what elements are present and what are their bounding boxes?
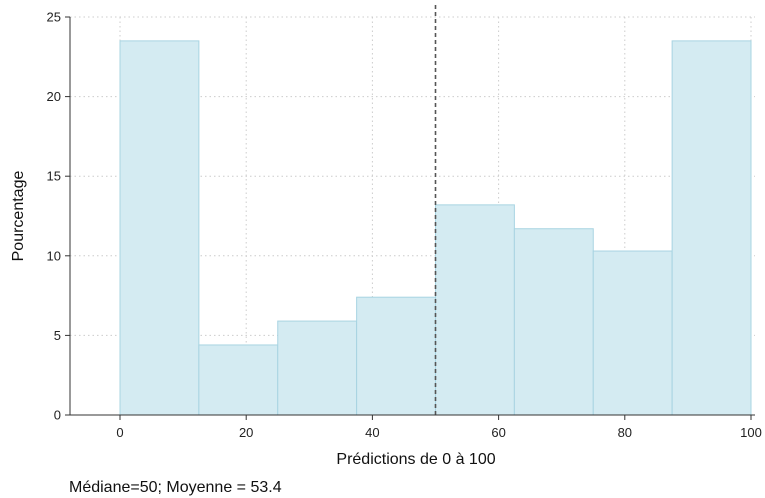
axes — [65, 16, 755, 420]
x-tick-label: 80 — [618, 425, 632, 440]
x-axis-label: Prédictions de 0 à 100 — [336, 451, 495, 468]
y-tick-label: 0 — [54, 408, 61, 423]
histogram-bar — [277, 320, 358, 416]
y-tick-label: 20 — [47, 89, 61, 104]
histogram-bar — [671, 40, 752, 416]
y-tick-labels: 0 5 10 15 20 25 — [47, 10, 61, 423]
histogram-bar — [119, 40, 200, 416]
summary-note: Médiane=50; Moyenne = 53.4 — [69, 479, 282, 496]
x-tick-label: 20 — [239, 425, 253, 440]
x-tick-label: 60 — [491, 425, 505, 440]
y-tick-label: 25 — [47, 10, 61, 25]
x-tick-label: 0 — [116, 425, 123, 440]
histogram-bar — [356, 296, 436, 416]
histogram-bar — [592, 250, 673, 416]
y-tick-label: 5 — [54, 328, 61, 343]
y-tick-label: 10 — [47, 248, 61, 263]
x-tick-label: 100 — [740, 425, 762, 440]
x-tick-label: 40 — [365, 425, 379, 440]
y-axis-label: Pourcentage — [10, 171, 27, 262]
y-tick-label: 15 — [47, 169, 61, 184]
histogram-bar — [435, 204, 515, 416]
histogram-bars — [119, 40, 752, 416]
histogram-bar — [513, 228, 594, 416]
histogram-bar — [198, 344, 279, 416]
x-tick-labels: 0 20 40 60 80 100 — [116, 425, 761, 440]
